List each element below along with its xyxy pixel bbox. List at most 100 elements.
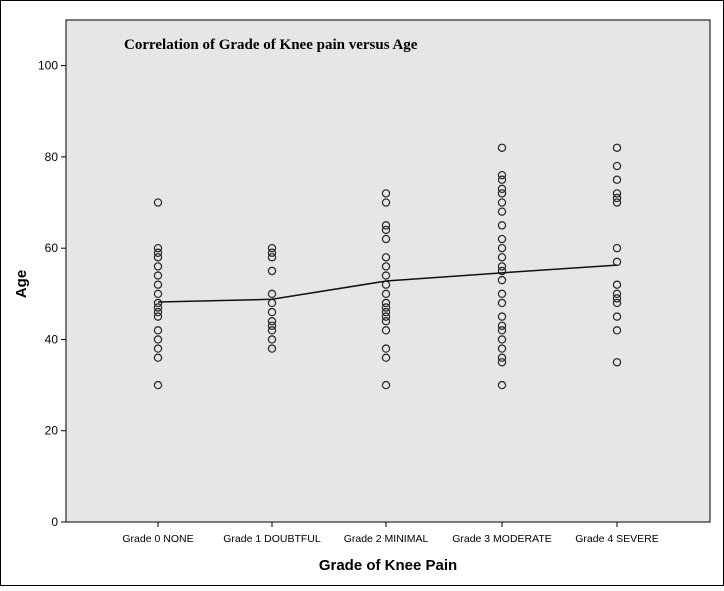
data-point [497,175,507,184]
data-point [153,280,163,289]
data-point [612,294,622,303]
data-point [153,253,163,262]
data-point [267,266,277,276]
data-point [267,317,277,326]
axes: 0 20 40 60 80 100 Grade 0 NONE Grade 1 DOUBTFUL… [38,59,659,545]
data-point [381,298,391,308]
x-tick-label: Grade 1 DOUBTFUL [223,533,321,545]
data-point [267,321,277,330]
data-point [612,289,622,299]
y-tick-label: 20 [45,424,59,438]
data-point [267,335,277,344]
data-point [497,253,507,262]
x-tick-label: Grade 2 MINIMAL [344,533,429,545]
data-point [497,289,507,299]
x-axis-title: Grade of Knee Pain [319,557,457,574]
data-point [153,344,163,353]
data-point [153,271,163,280]
data-point [381,225,391,235]
data-point [612,193,622,203]
data-point [381,262,391,271]
y-tick-label: 60 [45,241,59,255]
data-point [381,221,391,230]
y-tick-label: 0 [51,515,58,529]
y-tick-label: 80 [45,150,59,164]
x-tick-label: Grade 4 SEVERE [575,533,658,545]
data-point [497,189,507,198]
data-point [497,143,507,152]
data-point [497,358,507,367]
data-point [612,358,622,367]
data-point [381,317,391,326]
data-point [153,198,163,207]
data-point [497,321,507,330]
data-point [267,307,277,317]
data-point [612,189,622,198]
data-point [381,344,391,353]
data-point [267,344,277,353]
data-point [153,262,163,271]
data-point [381,353,391,362]
data-point [497,243,507,253]
chart-title: Correlation of Grade of Knee pain versus… [124,37,418,53]
data-point [381,253,391,262]
data-point [381,198,391,207]
data-point [497,298,507,308]
data-point [612,161,622,171]
data-point [153,307,163,317]
data-point [267,326,277,335]
data-point [612,280,622,289]
data-point [612,198,622,207]
data-point [497,262,507,271]
data-point [153,289,163,299]
y-tick-label: 100 [38,59,58,73]
data-point [153,248,163,257]
data-point [497,344,507,353]
plot-area [65,19,711,523]
x-tick-label: Grade 3 MODERATE [452,533,552,545]
data-point [612,243,622,253]
data-point [497,353,507,362]
data-point [267,243,277,253]
data-point [497,170,507,180]
data-point [153,380,163,390]
y-tick-label: 40 [45,332,59,346]
data-point [153,312,163,321]
data-point [497,326,507,335]
data-point [381,289,391,299]
data-point [153,243,163,253]
data-point [381,234,391,244]
data-point [497,221,507,230]
data-point [497,207,507,216]
data-point [381,380,391,390]
data-point [381,312,391,321]
data-point [497,335,507,344]
y-axis-title: Age [13,270,30,298]
data-point [267,253,277,262]
data-point [612,298,622,308]
data-point [381,303,391,312]
data-point [267,289,277,299]
data-point [497,312,507,321]
data-point [153,298,163,308]
data-point [381,326,391,335]
data-point [497,275,507,285]
x-tick-label: Grade 0 NONE [122,533,193,545]
data-point [612,326,622,335]
data-point [497,234,507,244]
mean-line [157,264,618,303]
data-point [497,198,507,207]
data-point [267,248,277,257]
data-point [381,271,391,280]
data-marks [153,143,622,390]
data-point [497,184,507,194]
data-point [497,266,507,276]
data-point [381,307,391,317]
data-point [381,189,391,198]
data-point [612,143,622,152]
data-point [153,303,163,312]
data-point [153,335,163,344]
data-point [497,380,507,390]
